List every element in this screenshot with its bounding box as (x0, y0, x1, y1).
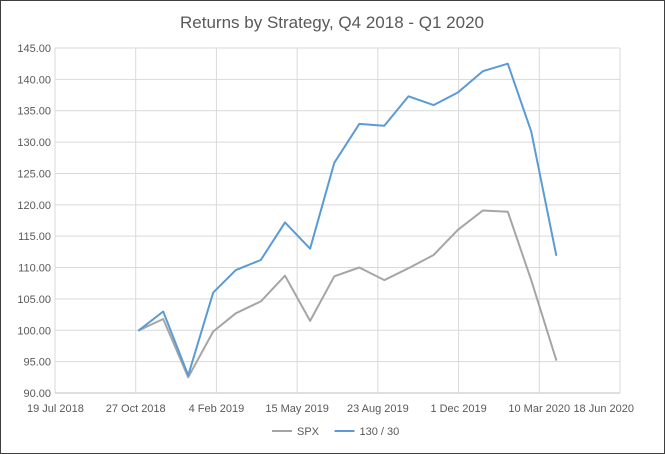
grid-layer (54, 47, 621, 394)
y-tick-label: 130.00 (17, 137, 51, 149)
y-tick-label: 125.00 (17, 168, 51, 180)
y-tick-label: 120.00 (17, 200, 51, 212)
legend: SPX 130 / 30 (272, 426, 399, 438)
y-tick-label: 95.00 (23, 357, 51, 369)
y-tick-label: 115.00 (18, 231, 51, 243)
y-tick-label: 140.00 (17, 74, 51, 86)
y-tick-label: 135.00 (17, 106, 51, 118)
series-line-spx (137, 209, 558, 379)
series-line-130-30 (137, 62, 558, 377)
x-tick-label: 19 Jul 2018 (27, 403, 84, 415)
x-tick-label: 23 Aug 2019 (347, 403, 409, 415)
y-tick-label: 105.00 (17, 294, 51, 306)
y-tick-label: 100.00 (17, 325, 51, 337)
series-layer (137, 62, 558, 379)
x-tick-label: 15 May 2019 (265, 403, 329, 415)
x-tick-label: 1 Dec 2019 (430, 403, 486, 415)
y-axis-ticks: 90.00 95.00 100.00 105.00 110.00 115.00 120.00… (17, 43, 51, 400)
y-tick-label: 145.00 (17, 43, 51, 55)
y-tick-label: 110.00 (18, 263, 51, 275)
legend-label: 130 / 30 (360, 426, 400, 438)
x-tick-label: 27 Oct 2018 (106, 403, 166, 415)
legend-label: SPX (297, 426, 320, 438)
chart-title: Returns by Strategy, Q4 2018 - Q1 2020 (180, 13, 484, 32)
x-tick-label: 18 Jun 2020 (573, 403, 634, 415)
x-tick-label: 10 Mar 2020 (508, 403, 570, 415)
x-tick-label: 4 Feb 2019 (189, 403, 245, 415)
x-axis-ticks: 19 Jul 2018 27 Oct 2018 4 Feb 2019 15 May 2… (27, 403, 634, 415)
y-tick-label: 90.00 (23, 388, 51, 400)
